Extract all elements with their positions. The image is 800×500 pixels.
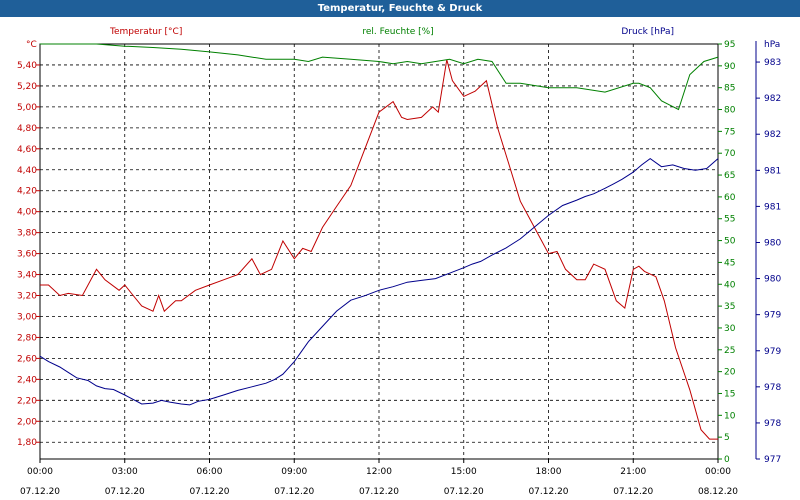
pressure-axis: 977 978 978 979 979 980 980 981 981 982 982 983 hPa: [756, 40, 781, 465]
temperature-tick-label: 1,80: [17, 438, 37, 448]
temperature-tick-label: 3,80: [17, 229, 37, 239]
temperature-tick-label: 3,40: [17, 271, 37, 281]
time-tick-label: 00:00: [27, 467, 53, 477]
temperature-tick-label: 2,20: [17, 396, 37, 406]
legend-entry: Druck [hPa]: [621, 27, 674, 37]
humidity-tick-label: 60: [724, 193, 736, 203]
temperature-tick-label: 2,80: [17, 333, 37, 343]
pressure-line: [39, 157, 719, 406]
humidity-tick-label: 50: [724, 237, 736, 247]
humidity-tick-label: 65: [724, 171, 735, 181]
plot-frame: [39, 41, 757, 460]
temperature-tick-label: 2,40: [17, 375, 37, 385]
pressure-unit-label: hPa: [764, 40, 780, 50]
date-tick-label: 08.12.20: [698, 487, 738, 497]
pressure-tick-label: 980: [764, 275, 781, 285]
humidity-tick-label: 30: [724, 324, 736, 334]
humidity-tick-label: 70: [724, 149, 736, 159]
humidity-tick-label: 75: [724, 127, 735, 137]
time-tick-label: 06:00: [197, 467, 223, 477]
pressure-tick-label: 977: [764, 455, 781, 465]
temperature-tick-label: 3,60: [17, 250, 37, 260]
humidity-tick-label: 80: [724, 106, 736, 116]
temperature-line: [40, 59, 718, 440]
date-tick-label: 07.12.20: [105, 487, 145, 497]
pressure-tick-label: 980: [764, 238, 781, 248]
temperature-tick-label: 5,40: [17, 61, 37, 71]
humidity-tick-label: 55: [724, 215, 735, 225]
pressure-tick-label: 979: [764, 311, 781, 321]
pressure-tick-label: 981: [764, 202, 781, 212]
temperature-tick-label: 2,60: [17, 354, 37, 364]
date-tick-label: 07.12.20: [444, 487, 484, 497]
time-axis: 00:00 07.12.20 03:00 07.12.20 06:00 07.12.20 0…: [20, 459, 738, 497]
pressure-tick-label: 981: [764, 166, 781, 176]
humidity-tick-label: 45: [724, 258, 735, 268]
series-group: [39, 43, 719, 440]
date-tick-label: 07.12.20: [528, 487, 568, 497]
temperature-axis: 1,80 2,00 2,20 2,40 2,60 2,80 3,00 3,20 3,40 3,60…: [17, 40, 40, 448]
humidity-tick-label: 90: [724, 62, 736, 72]
humidity-tick-label: 20: [724, 368, 736, 378]
temperature-tick-label: 3,00: [17, 312, 37, 322]
date-tick-label: 07.12.20: [274, 487, 314, 497]
temperature-tick-label: 5,00: [17, 103, 37, 113]
time-tick-label: 00:00: [705, 467, 731, 477]
humidity-tick-label: 40: [724, 280, 736, 290]
temperature-tick-label: 4,00: [17, 208, 37, 218]
pressure-tick-label: 983: [764, 58, 781, 68]
date-tick-label: 07.12.20: [189, 487, 229, 497]
humidity-tick-label: 35: [724, 302, 735, 312]
temperature-tick-label: 2,00: [17, 417, 37, 427]
pressure-tick-label: 978: [764, 419, 781, 429]
humidity-tick-label: 85: [724, 84, 735, 94]
time-tick-label: 15:00: [451, 467, 477, 477]
pressure-tick-label: 978: [764, 383, 781, 393]
temperature-tick-label: 4,80: [17, 124, 37, 134]
humidity-tick-label: 0: [724, 455, 730, 465]
pressure-tick-label: 979: [764, 347, 781, 357]
chart-svg: 1,80 2,00 2,20 2,40 2,60 2,80 3,00 3,20 3,40 3,60…: [17, 27, 781, 497]
grid-lines: [40, 44, 718, 459]
temperature-unit-label: °C: [26, 40, 37, 50]
legend-entry: rel. Feuchte [%]: [362, 27, 433, 37]
time-tick-label: 03:00: [112, 467, 138, 477]
pressure-tick-label: 982: [764, 130, 781, 140]
humidity-tick-label: 95: [724, 40, 735, 50]
chart-area: 1,80 2,00 2,20 2,40 2,60 2,80 3,00 3,20 3,40 3,60…: [0, 17, 800, 500]
temperature-tick-label: 3,20: [17, 292, 37, 302]
chart-title: Temperatur, Feuchte & Druck: [0, 0, 800, 17]
humidity-tick-label: 5: [724, 433, 730, 443]
legend-entry: Temperatur [°C]: [109, 27, 182, 37]
humidity-line: [40, 43, 719, 111]
pressure-tick-label: 982: [764, 94, 781, 104]
time-tick-label: 18:00: [536, 467, 562, 477]
date-tick-label: 07.12.20: [20, 487, 60, 497]
temperature-tick-label: 5,20: [17, 82, 37, 92]
humidity-tick-label: 15: [724, 389, 735, 399]
legend: Temperatur [°C] rel. Feuchte [%] Druck [hP…: [109, 27, 674, 37]
temperature-tick-label: 4,40: [17, 166, 37, 176]
time-tick-label: 12:00: [366, 467, 392, 477]
temperature-tick-label: 4,20: [17, 187, 37, 197]
humidity-axis: 0 5 10 15 20 25 30 35 40 45 50 55 60 65 70 75 80 85 90 95: [718, 40, 736, 465]
date-tick-label: 07.12.20: [359, 487, 399, 497]
humidity-tick-label: 25: [724, 346, 735, 356]
date-tick-label: 07.12.20: [613, 487, 653, 497]
temperature-tick-label: 4,60: [17, 145, 37, 155]
humidity-tick-label: 10: [724, 411, 736, 421]
time-tick-label: 21:00: [620, 467, 646, 477]
time-tick-label: 09:00: [281, 467, 307, 477]
